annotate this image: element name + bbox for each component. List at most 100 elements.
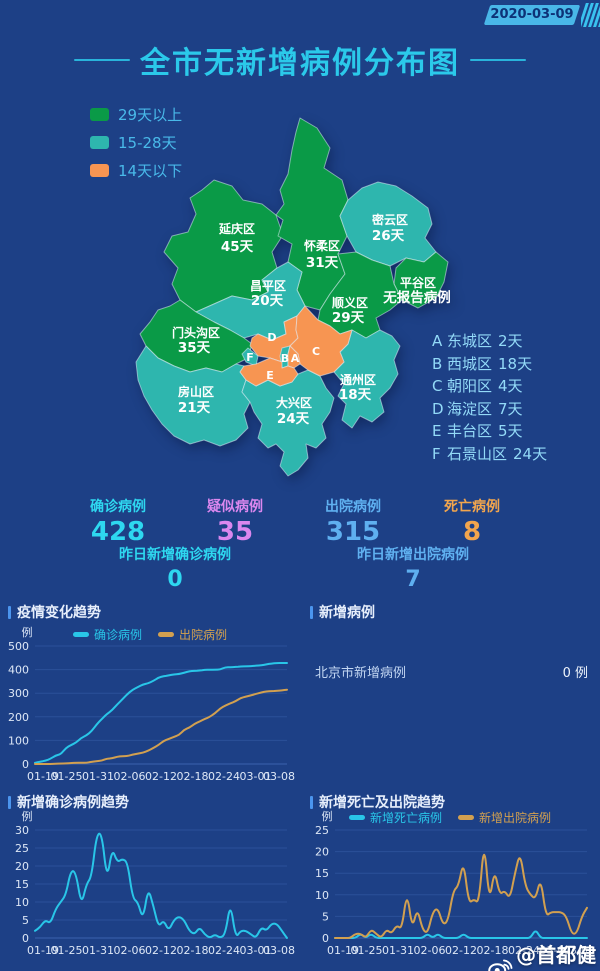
x-tick-label: 03-08 xyxy=(263,944,295,957)
x-tick-label: 01-19 xyxy=(27,770,59,783)
district-days: 2天 xyxy=(498,332,523,350)
y-tick-label: 10 xyxy=(315,889,329,902)
x-tick-label: 02-12 xyxy=(445,944,477,957)
legend-row-under-14[interactable]: 14天以下 xyxy=(90,160,182,181)
map-label-shunyi: 顺义区 xyxy=(332,295,368,310)
stat-label: 确诊病例 xyxy=(90,499,146,515)
y-tick-label: 400 xyxy=(8,664,29,677)
map-days-miyun: 26天 xyxy=(372,228,405,244)
map-days-pinggu: 无报告病例 xyxy=(382,289,451,306)
y-tick-label: 0 xyxy=(22,932,29,945)
stat-confirmed: 确诊病例 428 xyxy=(53,496,183,547)
series-line[interactable] xyxy=(334,930,588,939)
series-line[interactable] xyxy=(34,688,288,765)
series-line[interactable] xyxy=(34,662,288,764)
district-name: 海淀区 xyxy=(447,399,493,418)
x-tick-label: 02-12 xyxy=(145,944,177,957)
letter: A xyxy=(432,332,443,350)
map-letter-chaoyang: C xyxy=(312,345,320,358)
y-tick-label: 200 xyxy=(8,711,29,724)
map-days-yanqing: 45天 xyxy=(221,239,254,255)
district-name: 西城区 xyxy=(447,354,493,373)
panel-title: 疫情变化趋势 xyxy=(17,605,101,621)
x-tick-label: 02-18 xyxy=(177,770,209,783)
district-name: 丰台区 xyxy=(447,422,493,440)
district-chaoyang[interactable] xyxy=(289,305,353,377)
stat-label: 出院病例 xyxy=(325,499,381,515)
title-line-left xyxy=(74,59,130,61)
map-letter-xicheng: B xyxy=(281,352,289,365)
page-title: 全市无新增病例分布图 xyxy=(140,46,460,81)
stat-suspected: 疑似病例 35 xyxy=(170,496,300,547)
stat-value: 8 xyxy=(462,517,482,547)
y-axis-unit: 例 xyxy=(22,809,33,823)
legend-item[interactable]: 新增死亡病例 xyxy=(348,809,442,826)
map-label-tongzhou: 通州区 xyxy=(340,372,376,387)
y-tick-label: 0 xyxy=(322,932,329,945)
stat-value: 0 xyxy=(167,567,183,592)
stat-label: 昨日新增出院病例 xyxy=(357,547,469,563)
x-tick-label: 01-25 xyxy=(51,770,83,783)
x-tick-label: 01-19 xyxy=(27,944,59,957)
district-changping[interactable] xyxy=(195,261,306,341)
letter: E xyxy=(432,422,442,440)
map-letter-shijingshan: F xyxy=(246,351,254,364)
weibo-icon xyxy=(488,959,513,971)
legend-swatch xyxy=(158,632,174,637)
panel-title-bar xyxy=(310,605,313,619)
panel-title-bar xyxy=(310,795,313,809)
letter-list-row: D 海淀区 7天 xyxy=(432,398,547,421)
district-days: 24天 xyxy=(513,444,548,463)
x-tick-label: 01-25 xyxy=(351,944,383,957)
legend-label: 确诊病例 xyxy=(93,628,142,642)
district-fengtai[interactable] xyxy=(239,357,299,387)
y-tick-label: 15 xyxy=(315,867,329,880)
series-line[interactable] xyxy=(34,832,288,939)
letter: C xyxy=(432,377,443,395)
legend-row-15-28[interactable]: 15-28天 xyxy=(90,132,182,153)
legend-row-over-29[interactable]: 29天以上 xyxy=(90,104,182,125)
y-tick-label: 25 xyxy=(315,824,329,837)
date-badge: 2020-03-09 xyxy=(483,5,581,25)
legend-label: 29天以上 xyxy=(118,106,183,124)
legend-label: 新增死亡病例 xyxy=(369,811,442,825)
y-tick-label: 15 xyxy=(15,878,29,891)
y-tick-label: 5 xyxy=(322,910,329,923)
beijing-map: 延庆区 45天 怀柔区 31天 密云区 26天 昌平区 20天 平谷区 无报告病… xyxy=(135,117,451,477)
legend-item[interactable]: 确诊病例 xyxy=(72,626,142,643)
legend-item[interactable]: 新增出院病例 xyxy=(458,809,551,826)
map-days-huairou: 31天 xyxy=(306,255,339,271)
x-tick-label: 02-18 xyxy=(177,944,209,957)
x-tick-label: 01-19 xyxy=(327,944,359,957)
district-shijingshan[interactable] xyxy=(241,347,259,367)
panel-death-discharge-header: 新增死亡及出院趋势 xyxy=(310,792,445,812)
y-tick-label: 500 xyxy=(8,640,29,653)
map-label-pinggu: 平谷区 xyxy=(400,275,436,290)
panel-title: 新增确诊病例趋势 xyxy=(17,795,129,811)
map-days-mentougou: 35天 xyxy=(178,340,211,356)
x-tick-label: 01-25 xyxy=(51,944,83,957)
legend-item[interactable]: 出院病例 xyxy=(158,626,227,643)
map-label-huairou: 怀柔区 xyxy=(304,238,340,253)
map-label-daxing: 大兴区 xyxy=(276,395,312,410)
y-axis-unit: 例 xyxy=(22,625,33,639)
district-name: 朝阳区 xyxy=(447,377,493,395)
legend-label: 出院病例 xyxy=(179,628,228,642)
letter-list-row: C 朝阳区 4天 xyxy=(432,375,547,398)
new-cases-row-value: 0 例 xyxy=(562,666,588,681)
x-tick-label: 02-06 xyxy=(114,770,146,783)
series-line[interactable] xyxy=(334,853,588,939)
map-legend: 29天以上 15-28天 14天以下 xyxy=(90,104,182,188)
map-label-miyun: 密云区 xyxy=(372,212,408,227)
watermark: @首都健康 xyxy=(488,939,600,971)
panel-new-cases-header: 新增病例 xyxy=(310,602,375,622)
district-pinggu[interactable] xyxy=(393,251,449,309)
x-tick-label: 02-06 xyxy=(414,944,446,957)
district-fangshan[interactable] xyxy=(135,345,251,447)
x-tick-label: 01-31 xyxy=(382,944,414,957)
map-days-changping: 20天 xyxy=(251,293,284,309)
y-tick-label: 300 xyxy=(8,687,29,700)
